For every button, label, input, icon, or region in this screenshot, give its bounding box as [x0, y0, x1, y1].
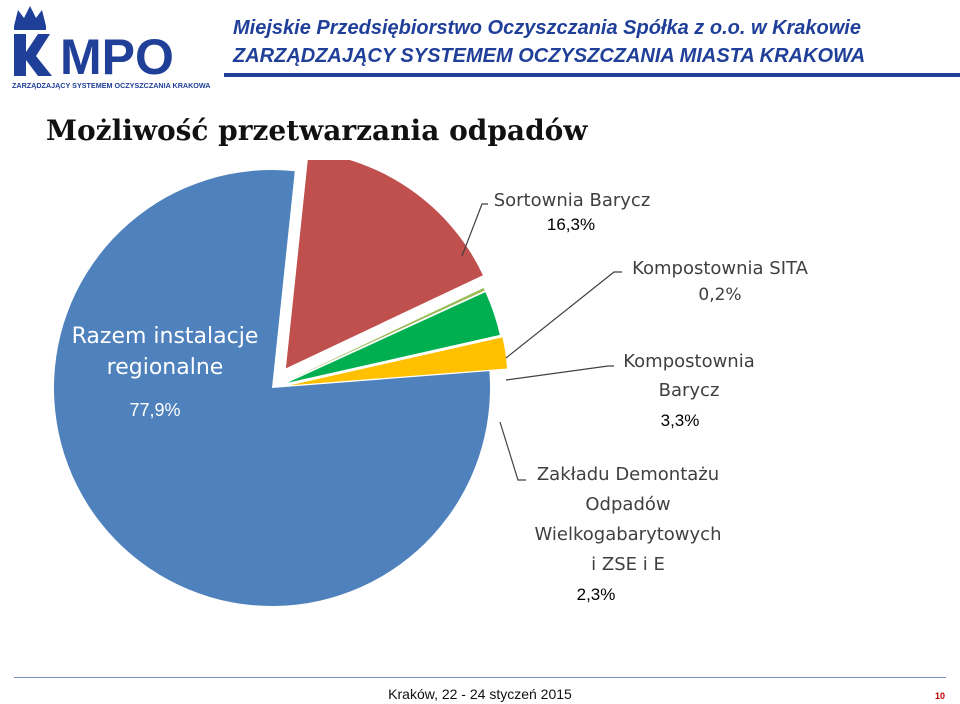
- page-number: 10: [934, 691, 945, 701]
- leader-lines: [461, 203, 622, 481]
- label-sita-value: 0,2%: [698, 285, 741, 305]
- label-zdo-value: 2,3%: [577, 585, 616, 604]
- label-kbarycz-line1: Kompostownia: [623, 351, 755, 372]
- pie-slice-4: [289, 337, 508, 386]
- leader-sita: [505, 271, 622, 359]
- mpo-logo: MPO ZARZĄDZAJĄCY SYSTEMEM OCZYSZCZANIA K…: [12, 6, 210, 90]
- label-zdo-line2: Odpadów: [585, 494, 670, 515]
- label-sortownia: Sortownia Barycz: [494, 190, 651, 211]
- pie-chart: Razem instalacje regionalne 77,9% Sortownia…: [53, 160, 809, 606]
- logo-k-mark: [14, 34, 52, 76]
- leader-zdo: [499, 421, 526, 481]
- label-kbarycz-line2: Barycz: [659, 380, 720, 401]
- leader-sortownia: [461, 203, 488, 257]
- pie-slice-1: [285, 160, 483, 369]
- footer-divider: [14, 677, 946, 678]
- label-sortownia-value: 16,3%: [547, 215, 595, 234]
- crown-icon: [14, 6, 46, 30]
- logo-subtitle: ZARZĄDZAJĄCY SYSTEMEM OCZYSZCZANIA KRAKO…: [12, 81, 210, 90]
- label-regional-line2: regionalne: [107, 355, 224, 380]
- slice-labels: Razem instalacje regionalne 77,9% Sortownia…: [72, 190, 809, 604]
- footer-date: Kraków, 22 - 24 styczeń 2015: [388, 686, 572, 702]
- label-regional-line1: Razem instalacje: [72, 324, 259, 349]
- slide-title: Możliwość przetwarzania odpadów: [46, 114, 588, 147]
- pie-slice-2: [286, 288, 485, 382]
- org-name: Miejskie Przedsiębiorstwo Oczyszczania S…: [233, 17, 861, 39]
- pie-slice-3: [287, 292, 500, 383]
- leader-kbarycz: [505, 365, 614, 381]
- logo-mpo-text: MPO: [60, 29, 174, 85]
- label-zdo-line1: Zakładu Demontażu: [537, 464, 719, 485]
- label-zdo-line4: i ZSE i E: [591, 554, 665, 575]
- label-regional-value: 77,9%: [129, 400, 180, 420]
- pie-slices: [53, 160, 508, 606]
- org-tagline: ZARZĄDZAJĄCY SYSTEMEM OCZYSZCZANIA MIAST…: [233, 45, 866, 67]
- pie-slice-0: [53, 169, 490, 606]
- label-kbarycz-value: 3,3%: [661, 411, 700, 430]
- header-divider: [224, 73, 960, 77]
- label-zdo-line3: Wielkogabarytowych: [535, 524, 722, 545]
- label-sita: Kompostownia SITA: [632, 258, 809, 279]
- slide-header: MPO ZARZĄDZAJĄCY SYSTEMEM OCZYSZCZANIA K…: [0, 0, 960, 90]
